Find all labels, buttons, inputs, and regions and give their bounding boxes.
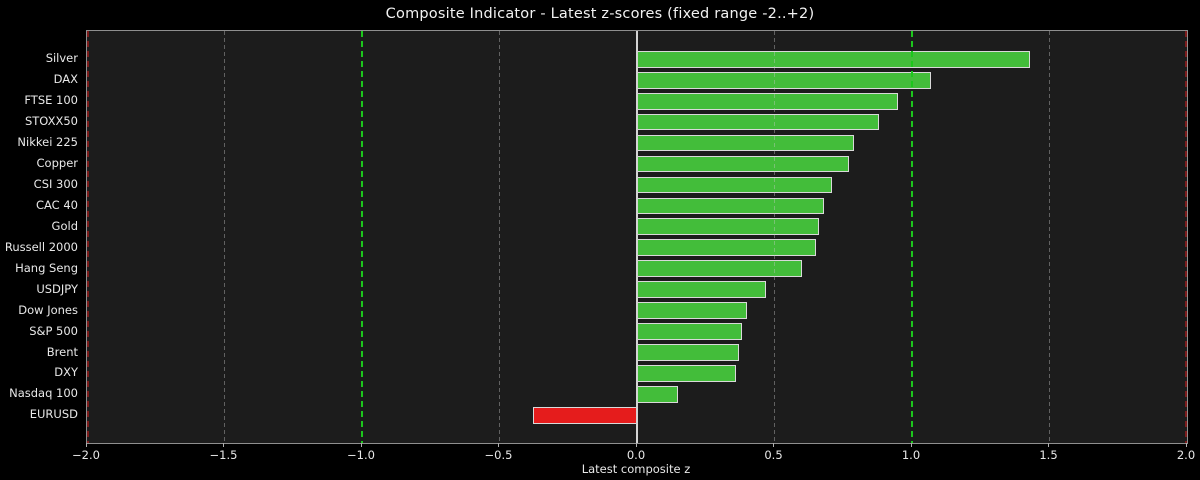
x-tick-mark--2 xyxy=(85,443,87,447)
bar-silver xyxy=(637,50,1031,68)
bar-dow-jones xyxy=(637,302,747,319)
y-tick-label-usdjpy: USDJPY xyxy=(36,281,78,296)
bar-brent xyxy=(637,344,739,361)
x-tick-mark--0.5 xyxy=(498,443,499,447)
bar-cac-40 xyxy=(637,197,824,215)
x-tick-label-2: 2.0 xyxy=(1176,448,1196,462)
bar-nikkei-225 xyxy=(637,134,855,152)
bar-stoxx50 xyxy=(637,113,879,131)
bar-hang-seng xyxy=(637,260,802,278)
x-tick-mark-1 xyxy=(910,443,912,447)
x-tick-mark-0 xyxy=(635,443,637,447)
y-tick-label-hang-seng: Hang Seng xyxy=(15,260,78,275)
bar-usdjpy xyxy=(637,281,767,298)
y-tick-label-dow-jones: Dow Jones xyxy=(18,302,78,317)
x-tick-mark-0.5 xyxy=(773,443,774,447)
chart-title: Composite Indicator - Latest z-scores (f… xyxy=(385,6,815,22)
threshold-line--1 xyxy=(361,31,363,443)
y-tick-label-cac-40: CAC 40 xyxy=(35,197,78,212)
x-tick-label--1.5: −1.5 xyxy=(209,448,238,462)
bar-s-p-500 xyxy=(637,323,742,340)
y-tick-label-ftse-100: FTSE 100 xyxy=(24,93,78,108)
y-tick-label-dxy: DXY xyxy=(54,365,78,380)
bar-dax xyxy=(637,71,932,89)
zero-line-0 xyxy=(636,31,638,443)
bar-gold xyxy=(637,218,819,236)
y-tick-label-silver: Silver xyxy=(45,51,78,66)
y-tick-label-csi-300: CSI 300 xyxy=(33,176,78,191)
x-tick-mark--1.5 xyxy=(223,443,224,447)
bar-eurusd xyxy=(532,406,637,424)
gridline--0.5 xyxy=(499,31,500,443)
x-tick-label--0.5: −0.5 xyxy=(484,448,513,462)
y-tick-label-dax: DAX xyxy=(53,72,78,87)
range-line--2 xyxy=(87,31,89,443)
bar-dxy xyxy=(637,365,736,382)
y-tick-label-s-p-500: S&P 500 xyxy=(29,323,78,338)
x-tick-label-0.5: 0.5 xyxy=(764,448,783,462)
y-tick-label-gold: Gold xyxy=(51,218,78,233)
bar-copper xyxy=(637,155,849,173)
bar-nasdaq-100 xyxy=(637,385,679,403)
x-tick-mark-2 xyxy=(1185,443,1187,447)
bar-ftse-100 xyxy=(637,92,899,110)
threshold-line-1 xyxy=(911,31,913,443)
x-tick-mark-1.5 xyxy=(1048,443,1049,447)
y-tick-label-stoxx50: STOXX50 xyxy=(24,114,78,129)
gridline--1.5 xyxy=(224,31,225,443)
bar-csi-300 xyxy=(637,176,833,194)
x-tick-label-1.5: 1.5 xyxy=(1039,448,1058,462)
x-tick-label-1: 1.0 xyxy=(901,448,921,462)
x-tick-label--2: −2.0 xyxy=(72,448,100,462)
range-line-2 xyxy=(1185,31,1187,443)
gridline-1.5 xyxy=(1049,31,1050,443)
y-tick-label-copper: Copper xyxy=(36,156,78,170)
y-tick-label-nikkei-225: Nikkei 225 xyxy=(17,135,78,150)
y-tick-label-eurusd: EURUSD xyxy=(29,407,78,422)
x-tick-label--1: −1.0 xyxy=(347,448,375,462)
bar-russell-2000 xyxy=(637,239,816,257)
y-tick-label-nasdaq-100: Nasdaq 100 xyxy=(9,386,78,401)
plot-area xyxy=(86,30,1188,444)
x-tick-mark--1 xyxy=(360,443,362,447)
gridline-0.5 xyxy=(774,31,775,443)
x-axis-label: Latest composite z xyxy=(581,462,691,476)
y-tick-label-russell-2000: Russell 2000 xyxy=(4,239,78,254)
x-tick-label-0: 0.0 xyxy=(626,448,646,462)
y-tick-label-brent: Brent xyxy=(46,344,78,359)
